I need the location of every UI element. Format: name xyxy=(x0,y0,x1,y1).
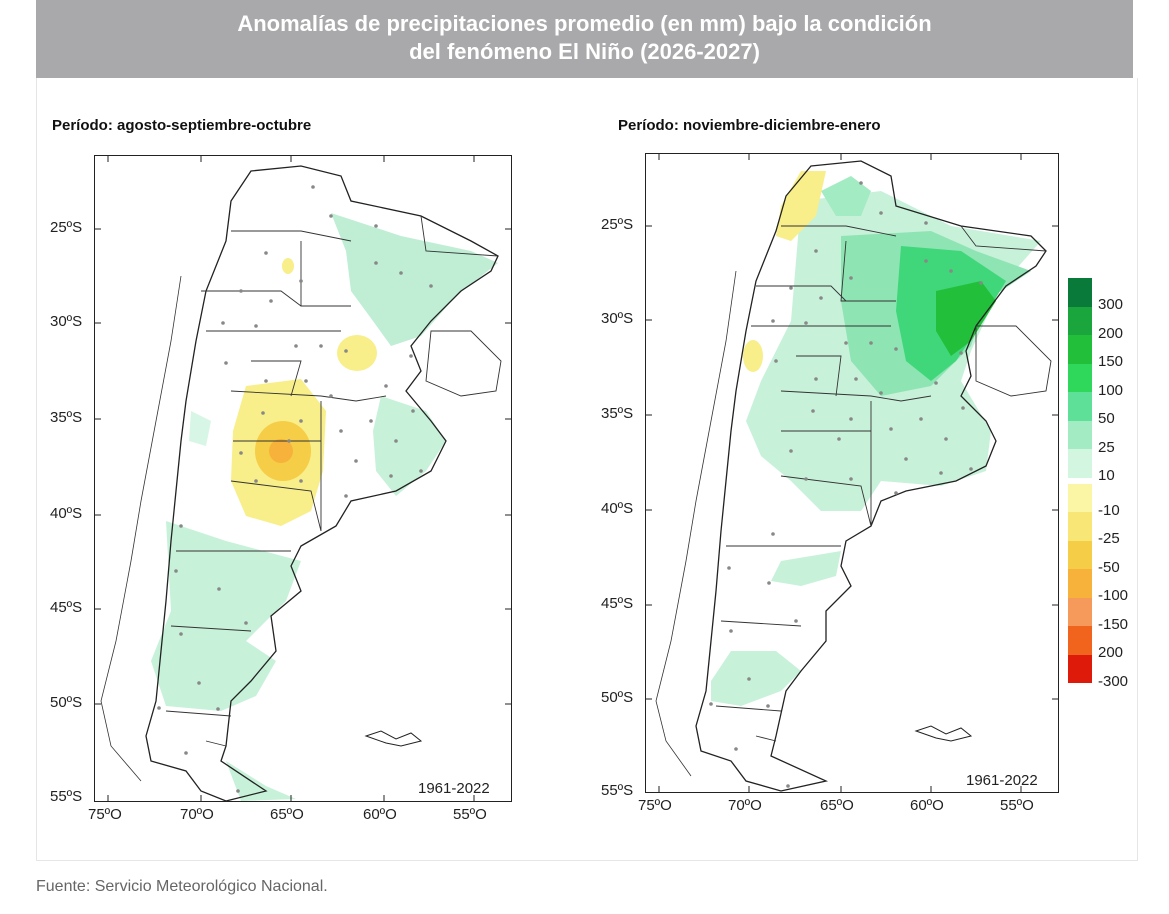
argentina-outline xyxy=(145,165,499,801)
anomaly-green-north xyxy=(821,176,871,216)
lat-label-left-35: 35ºS xyxy=(50,409,83,426)
legend-swatch xyxy=(1068,512,1092,541)
lon-label-left-70: 70ºO xyxy=(180,806,214,823)
anomaly-green-core xyxy=(936,281,996,356)
lat-label-right-35: 35ºS xyxy=(601,405,634,422)
anomaly-yellow-nw xyxy=(776,171,826,241)
title-line-2: del fenómeno El Niño (2026-2027) xyxy=(409,39,760,64)
legend-label: 50 xyxy=(1098,410,1115,427)
legend-label: 25 xyxy=(1098,438,1115,456)
period-label-left: Período: agosto-septiembre-octubre xyxy=(52,117,312,134)
legend-swatch xyxy=(1068,363,1092,392)
axis-ticks-left xyxy=(95,156,511,801)
uruguay-outline xyxy=(975,325,1052,397)
lat-label-left-50: 50ºS xyxy=(50,694,83,711)
legend-swatch xyxy=(1068,626,1092,655)
lat-label-right-45: 45ºS xyxy=(601,595,634,612)
anomaly-yellow-cuyo xyxy=(743,340,763,372)
lat-label-right-55: 55ºS xyxy=(601,782,634,799)
legend-label: 10 xyxy=(1098,467,1115,484)
legend-label: -50 xyxy=(1098,558,1120,576)
legend-swatch xyxy=(1068,392,1092,421)
legend-label: 300 xyxy=(1098,296,1124,313)
reference-period-left: 1961-2022 xyxy=(418,780,490,797)
anomaly-green-chubut xyxy=(771,551,841,586)
malvinas-islands xyxy=(914,725,973,742)
title-line-1: Anomalías de precipitaciones promedio (e… xyxy=(237,11,932,36)
lon-label-right-75: 75ºO xyxy=(638,797,672,814)
map-right-svg xyxy=(646,154,1058,792)
legend-label: 200 xyxy=(1098,324,1124,342)
lon-label-right-60: 60ºO xyxy=(910,797,944,814)
uruguay-outline xyxy=(425,330,502,397)
anomaly-green-tdf xyxy=(226,761,296,801)
lon-label-left-55: 55ºO xyxy=(453,806,487,823)
reference-period-right: 1961-2022 xyxy=(966,772,1038,789)
anomaly-green-west xyxy=(189,411,211,446)
title-banner: Anomalías de precipitaciones promedio (e… xyxy=(36,0,1133,78)
lat-label-left-30: 30ºS xyxy=(50,313,83,330)
legend-swatch xyxy=(1068,449,1092,478)
lon-label-right-65: 65ºO xyxy=(820,797,854,814)
lat-label-left-25: 25ºS xyxy=(50,219,83,236)
lon-label-left-75: 75ºO xyxy=(88,806,122,823)
legend-swatch xyxy=(1068,278,1092,307)
anomaly-green-patagonia xyxy=(151,521,301,711)
lat-label-right-50: 50ºS xyxy=(601,689,634,706)
legend-label: -150 xyxy=(1098,615,1129,633)
anomaly-yellow-santafe xyxy=(337,335,377,371)
map-left xyxy=(94,155,512,802)
anomaly-green-patagonia xyxy=(711,651,801,706)
legend-label: -10 xyxy=(1098,501,1120,519)
lon-label-right-70: 70ºO xyxy=(728,797,762,814)
legend-label: 150 xyxy=(1098,353,1124,370)
color-legend: 300 200 150 100 50 25 10 -10 -25 -50 -100 -150 200 -3… xyxy=(1068,278,1148,708)
map-left-svg xyxy=(95,156,511,801)
lat-label-right-30: 30ºS xyxy=(601,310,634,327)
map-right xyxy=(645,153,1059,793)
chile-coast-line xyxy=(100,275,182,782)
legend-swatch xyxy=(1068,540,1092,569)
station-markers-left xyxy=(157,185,433,793)
legend-label: -300 xyxy=(1098,672,1129,690)
legend-label: 200 xyxy=(1098,644,1124,661)
source-note: Fuente: Servicio Meteorológico Nacional. xyxy=(36,878,328,895)
legend-swatch xyxy=(1068,420,1092,449)
legend-swatch xyxy=(1068,335,1092,364)
province-borders xyxy=(715,225,932,742)
lon-label-right-55: 55ºO xyxy=(1000,797,1034,814)
province-borders xyxy=(165,230,387,747)
lon-label-left-60: 60ºO xyxy=(363,806,397,823)
anomaly-orange-center xyxy=(269,439,293,463)
axis-ticks-right xyxy=(646,154,1058,792)
lon-label-left-65: 65ºO xyxy=(270,806,304,823)
lat-label-left-55: 55ºS xyxy=(50,788,83,805)
brazil-border xyxy=(960,225,1047,252)
anomaly-green-pampa xyxy=(373,396,446,496)
argentina-outline xyxy=(695,160,1047,792)
station-markers-right xyxy=(709,181,983,788)
legend-swatch xyxy=(1068,654,1092,683)
period-label-right: Período: noviembre-diciembre-enero xyxy=(618,117,881,134)
lat-label-left-40: 40ºS xyxy=(50,505,83,522)
legend-swatch xyxy=(1068,597,1092,626)
lat-label-right-25: 25ºS xyxy=(601,216,634,233)
legend-swatch xyxy=(1068,569,1092,598)
malvinas-islands xyxy=(364,730,423,747)
legend-swatch xyxy=(1068,306,1092,335)
legend-label: 100 xyxy=(1098,381,1124,399)
legend-label: -25 xyxy=(1098,530,1120,547)
legend-label: -100 xyxy=(1098,587,1129,604)
legend-swatch xyxy=(1068,483,1092,512)
chile-coast-line xyxy=(655,270,737,777)
anomaly-yellow-north xyxy=(282,258,294,274)
brazil-border xyxy=(420,215,499,257)
anomaly-green-ne xyxy=(331,213,498,346)
lat-label-left-45: 45ºS xyxy=(50,599,83,616)
lat-label-right-40: 40ºS xyxy=(601,500,634,517)
